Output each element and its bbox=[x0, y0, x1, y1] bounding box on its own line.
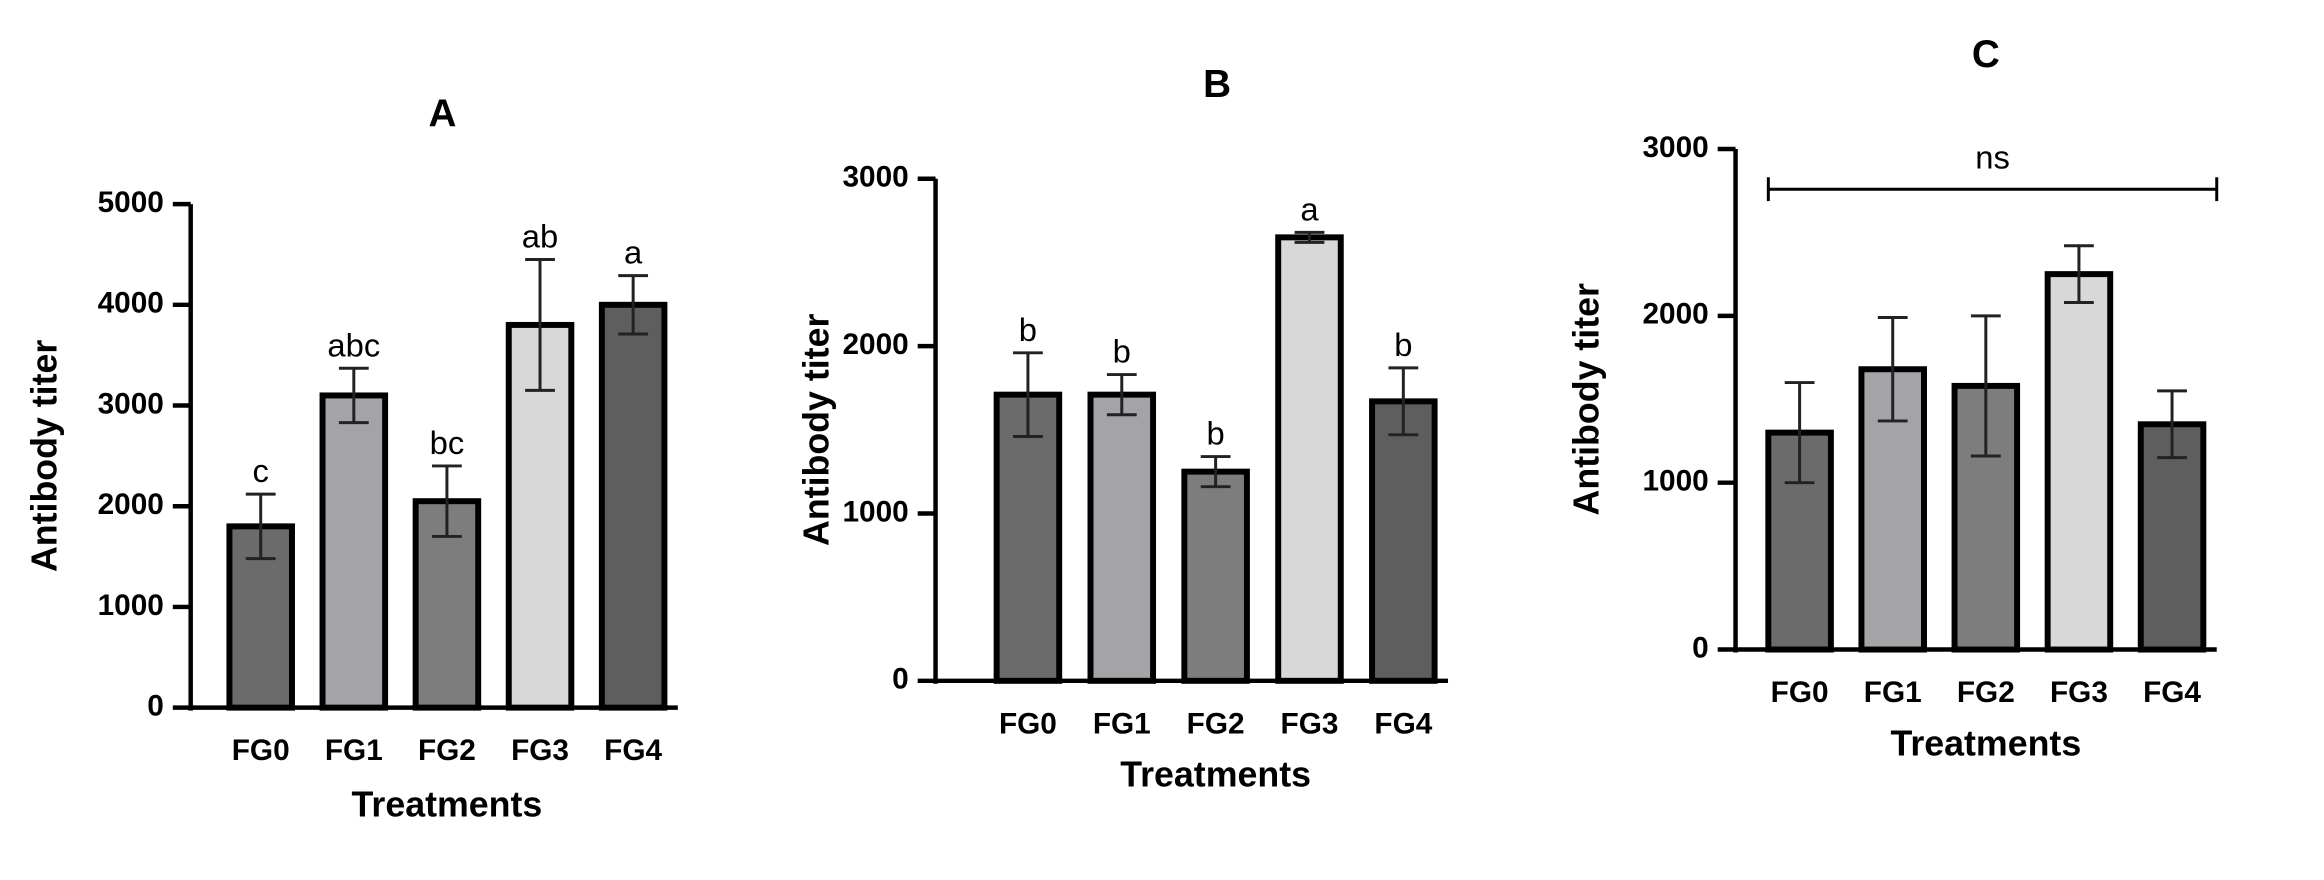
bar bbox=[1369, 398, 1438, 684]
x-tick-label: FG2 bbox=[1957, 676, 2015, 709]
x-tick-label: FG0 bbox=[999, 707, 1057, 740]
bar bbox=[2137, 421, 2207, 653]
bar bbox=[2044, 271, 2114, 653]
y-tick-label: 0 bbox=[1692, 631, 1709, 664]
error-bar bbox=[1388, 366, 1419, 437]
significance-letter: a bbox=[624, 234, 643, 271]
bar bbox=[1275, 234, 1344, 684]
significance-letter: a bbox=[1300, 190, 1319, 227]
error-bar bbox=[1106, 373, 1137, 417]
x-tick-label: FG4 bbox=[1374, 707, 1432, 740]
y-tick-label: 2000 bbox=[1642, 298, 1708, 331]
significance-letter: b bbox=[1207, 415, 1225, 452]
x-tick-label: FG4 bbox=[604, 734, 662, 767]
error-bar bbox=[2064, 244, 2094, 304]
y-tick-label: 0 bbox=[892, 663, 909, 696]
x-tick-label: FG0 bbox=[1771, 676, 1829, 709]
significance-letter: ab bbox=[522, 218, 558, 255]
error-bar bbox=[1784, 381, 1815, 485]
y-tick-label: 2000 bbox=[98, 488, 164, 521]
chart-title: B bbox=[1203, 63, 1231, 106]
y-tick-label: 3000 bbox=[1642, 131, 1708, 164]
x-tick-label: FG2 bbox=[1187, 707, 1245, 740]
error-bar bbox=[1200, 455, 1231, 489]
significance-letter: b bbox=[1019, 311, 1037, 348]
x-axis-label: Treatments bbox=[1120, 755, 1311, 795]
y-tick-label: 3000 bbox=[98, 387, 164, 420]
error-bar bbox=[245, 492, 276, 561]
significance-letter: c bbox=[253, 452, 269, 489]
y-axis-label: Antibody titer bbox=[25, 340, 65, 572]
error-bar bbox=[1013, 351, 1043, 438]
bar bbox=[598, 301, 668, 711]
chart-title: C bbox=[1972, 33, 2000, 76]
error-bar bbox=[618, 274, 649, 336]
error-bar bbox=[1294, 230, 1325, 244]
x-axis-label: Treatments bbox=[1890, 723, 2081, 763]
y-tick-label: 5000 bbox=[98, 186, 164, 219]
bar bbox=[1087, 391, 1157, 684]
error-bar bbox=[432, 464, 462, 538]
bar bbox=[993, 391, 1063, 684]
significance-letter: bc bbox=[430, 424, 465, 461]
bar bbox=[1181, 468, 1250, 684]
y-tick-label: 1000 bbox=[1642, 465, 1708, 498]
significance-letter: b bbox=[1394, 326, 1412, 363]
y-axis-label: Antibody titer bbox=[796, 314, 836, 546]
significance-label: ns bbox=[1975, 138, 2010, 175]
x-tick-label: FG1 bbox=[1093, 707, 1151, 740]
x-tick-label: FG1 bbox=[325, 734, 383, 767]
bar bbox=[319, 392, 389, 711]
y-tick-label: 2000 bbox=[842, 328, 908, 361]
y-tick-label: 1000 bbox=[98, 589, 164, 622]
significance-letter: abc bbox=[327, 326, 380, 363]
error-bar bbox=[525, 257, 555, 392]
y-tick-label: 4000 bbox=[98, 287, 164, 320]
significance-bracket bbox=[1766, 177, 2219, 202]
x-tick-label: FG3 bbox=[2050, 676, 2108, 709]
x-tick-label: FG1 bbox=[1864, 676, 1922, 709]
x-tick-label: FG4 bbox=[2143, 676, 2201, 709]
error-bar bbox=[2157, 389, 2187, 460]
error-bar bbox=[1877, 316, 1908, 423]
y-axis-label: Antibody titer bbox=[1566, 283, 1606, 515]
error-bar bbox=[338, 366, 369, 425]
significance-letter: b bbox=[1113, 333, 1131, 370]
y-tick-label: 0 bbox=[147, 690, 164, 723]
chart-title: A bbox=[428, 93, 456, 136]
x-tick-label: FG3 bbox=[1281, 707, 1339, 740]
y-tick-label: 3000 bbox=[842, 161, 908, 194]
x-tick-label: FG2 bbox=[418, 734, 476, 767]
y-tick-label: 1000 bbox=[842, 495, 908, 528]
error-bar bbox=[1970, 314, 2001, 458]
x-axis-label: Treatments bbox=[352, 784, 543, 824]
x-tick-label: FG0 bbox=[232, 734, 290, 767]
x-tick-label: FG3 bbox=[511, 734, 569, 767]
